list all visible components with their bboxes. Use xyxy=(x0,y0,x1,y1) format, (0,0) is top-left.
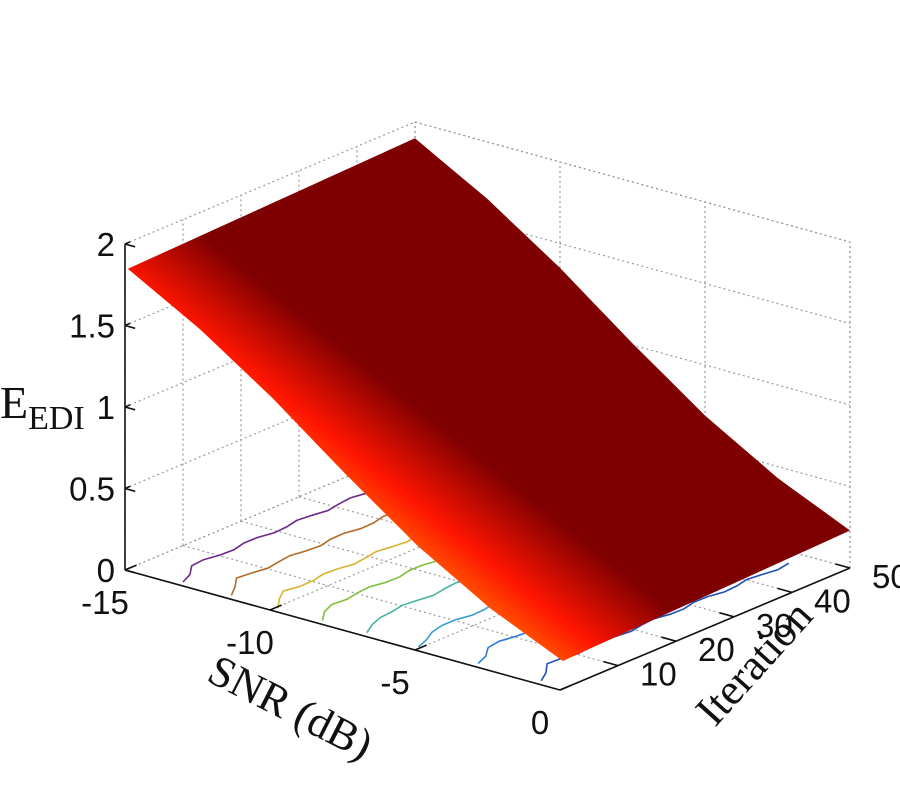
z-tick-label: 0 xyxy=(97,552,115,589)
z-axis-label-main: E xyxy=(0,377,28,428)
x-tick-label: -5 xyxy=(380,664,409,701)
y-tick-label: 30 xyxy=(756,607,793,644)
z-tick-label: 0.5 xyxy=(69,471,115,508)
y-tick-mark xyxy=(719,612,735,618)
y-tick-label: 20 xyxy=(698,631,735,668)
z-tick-label: 1.5 xyxy=(69,308,115,345)
x-tick-label: -15 xyxy=(81,584,129,621)
y-tick-mark xyxy=(835,563,851,569)
x-tick-mark xyxy=(414,644,427,651)
surface-fill xyxy=(127,138,850,662)
y-axis-line xyxy=(559,567,851,691)
z-tick-mark xyxy=(124,324,136,330)
z-tick-mark xyxy=(124,487,136,493)
z-axis-label: EEDI xyxy=(0,377,85,437)
z-tick-mark xyxy=(124,241,131,245)
x-tick-mark xyxy=(559,684,572,691)
y-tick-label: 10 xyxy=(640,656,677,693)
box-edge xyxy=(414,121,851,243)
tick-labels: -15 -10 -5 0 10 20 30 40 50 0 0.5 1 1.5 2 xyxy=(69,226,900,741)
z-tick-mark xyxy=(124,322,131,327)
z-axis-label-sub: EDI xyxy=(28,400,85,437)
x-tick-label: -10 xyxy=(226,624,274,661)
z-tick-mark xyxy=(124,569,136,574)
z-tick-label: 2 xyxy=(97,226,115,263)
z-tick-label: 1 xyxy=(97,389,115,426)
z-tick-mark xyxy=(124,406,136,411)
x-axis-line xyxy=(124,569,561,691)
x-axis-label: SNR (dB) xyxy=(200,645,380,769)
y-tick-label: 50 xyxy=(872,558,900,595)
y-tick-mark xyxy=(603,660,619,667)
z-tick-mark xyxy=(124,404,131,408)
y-tick-label: 40 xyxy=(814,582,851,619)
surface-mesh xyxy=(127,138,850,662)
z-tick-mark xyxy=(124,243,136,248)
y-tick-mark xyxy=(777,587,793,594)
z-tick-mark xyxy=(124,567,131,571)
x-tick-label: 0 xyxy=(531,704,549,741)
z-tick-mark xyxy=(124,485,131,490)
y-tick-mark xyxy=(661,636,677,642)
x-tick-mark xyxy=(269,604,282,611)
